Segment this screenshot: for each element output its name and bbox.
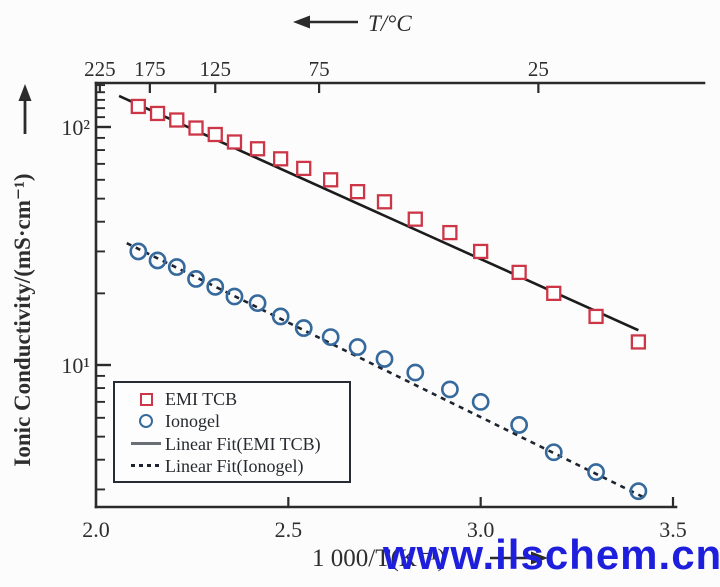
ionogel-point — [187, 270, 205, 288]
top-tick-label: 125 — [199, 57, 231, 81]
emi-tcb-point — [322, 172, 339, 188]
plot-frame — [94, 81, 706, 509]
ionogel-point — [148, 251, 167, 270]
axis-tick-labels: 2.0 2.5 3.0 3.5 225 175 125 75 25 — [82, 57, 687, 542]
x-axis-arrow-icon — [490, 551, 548, 565]
legend-label: Linear Fit(EMI TCB) — [165, 433, 321, 454]
x-tick-label: 2.0 — [82, 517, 110, 542]
emi-tcb-point — [130, 98, 146, 115]
ionogel-point — [167, 258, 186, 276]
legend-marker-circle-icon — [127, 414, 165, 429]
legend-item: Ionogel — [127, 410, 345, 432]
watermark-text: www.ilschem.cn — [383, 531, 720, 578]
emi-tcb-point — [349, 184, 366, 200]
y-axis-label: Ionic Conductivity/(mS·cm⁻¹) — [10, 173, 35, 466]
ionogel-point — [348, 338, 367, 356]
x-tick-label: 2.5 — [275, 517, 303, 542]
ionogel-point — [225, 287, 244, 306]
emi-tcb-point — [407, 211, 423, 227]
ionogel-point — [440, 380, 459, 399]
ionogel-point — [321, 328, 340, 346]
ionogel-point — [406, 363, 425, 382]
ionogel-point — [271, 307, 290, 326]
x-tick-label: 3.0 — [467, 517, 495, 542]
legend-label: Ionogel — [165, 411, 220, 432]
y-tick-label-10: 10¹ — [61, 353, 90, 378]
emi-tcb-point — [296, 160, 312, 177]
legend-label: Linear Fit(Ionogel) — [165, 455, 304, 476]
y-tick-label-100: 10² — [61, 115, 90, 140]
legend-item: EMI TCB — [127, 388, 345, 410]
ionogel-point — [375, 350, 394, 368]
ionogel-point — [471, 392, 490, 411]
legend-marker-dashed-icon — [127, 464, 165, 468]
emi-tcb-point — [249, 141, 266, 157]
ionogel-point — [587, 463, 605, 481]
legend-item: Linear Fit(Ionogel) — [127, 455, 345, 477]
square-marker-swatch — [139, 392, 153, 406]
ionogel-point — [510, 416, 529, 434]
emi-tcb-point — [169, 112, 185, 128]
ionogel-point — [294, 319, 313, 337]
top-tick-label: 75 — [309, 57, 330, 81]
ionogel-point — [129, 242, 148, 261]
emi-tcb-point — [272, 151, 289, 167]
top-axis-title: T/°C — [368, 11, 412, 36]
emi-tcb-point — [442, 224, 458, 241]
circle-marker-swatch — [139, 414, 153, 429]
legend-marker-square-icon — [127, 392, 165, 406]
emi-tcb-point — [226, 134, 243, 150]
emi-tcb-point — [207, 126, 223, 143]
legend-label: EMI TCB — [165, 389, 238, 410]
solid-marker-swatch — [131, 442, 161, 445]
legend-item: Linear Fit(EMI TCB) — [127, 433, 345, 455]
data-points — [129, 98, 648, 501]
emi-tcb-point — [511, 264, 527, 281]
emi-tcb-point — [149, 105, 166, 122]
top-tick-label: 225 — [84, 57, 116, 81]
top-tick-label: 25 — [528, 57, 549, 81]
dashed-marker-swatch — [131, 464, 161, 468]
ionogel-point — [544, 443, 563, 462]
emi-tcb-point — [188, 120, 204, 136]
legend: EMI TCB Ionogel Linear Fit(EMI TCB) Linear … — [113, 381, 351, 483]
temperature-axis-arrow-icon — [293, 15, 358, 29]
emi-tcb-point — [546, 285, 562, 302]
ionogel-point — [629, 482, 648, 501]
x-axis-label: 1 000/T(K⁻¹) — [312, 545, 446, 572]
emi-tcb-point — [376, 194, 393, 210]
ionogel-point — [248, 294, 267, 313]
top-tick-label: 175 — [134, 57, 166, 81]
emi-tcb-point — [588, 308, 604, 325]
legend-marker-solid-icon — [127, 442, 165, 445]
emi-tcb-point — [630, 334, 647, 350]
ionogel-point — [206, 277, 225, 296]
y-axis-arrow-icon — [18, 84, 32, 134]
axis-ticks — [97, 84, 675, 506]
emi-tcb-point — [473, 243, 489, 260]
x-tick-label: 3.5 — [659, 517, 687, 542]
